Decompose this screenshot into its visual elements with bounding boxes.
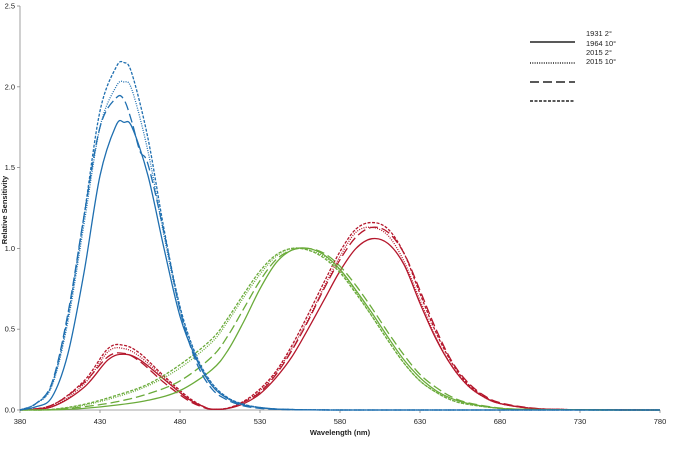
x-tick-label: 680 [494, 417, 507, 426]
y-axis-title: Relative Sensitivity [0, 175, 9, 244]
blue-short-dash-curve [19, 60, 660, 411]
x-tick-label: 430 [94, 417, 107, 426]
x-axis-title: Wavelength (nm) [310, 428, 371, 437]
green-solid-curve [19, 247, 661, 411]
series-group [19, 60, 661, 411]
y-tick-label: 0.0 [5, 406, 15, 415]
y-tick-label: 0.5 [5, 325, 15, 334]
x-tick-label: 630 [414, 417, 427, 426]
x-tick-label: 380 [14, 417, 27, 426]
x-tick-label: 730 [574, 417, 587, 426]
axes: 0.0 0.5 1.0 1.5 2.0 2.5 380 430 480 530 580 630 680 7… [5, 2, 667, 427]
y-tick-label: 2.5 [5, 2, 15, 11]
legend-label: 1964 10° [586, 39, 616, 48]
x-tick-label: 580 [334, 417, 347, 426]
red-long-dash-curve [19, 226, 661, 411]
x-tick-label: 530 [254, 417, 267, 426]
y-tick-label: 1.5 [5, 163, 15, 172]
legend-label: 2015 2° [586, 48, 612, 57]
red-dotted-curve [19, 226, 661, 411]
blue-solid-curve [19, 119, 660, 411]
y-tick-label: 1.0 [5, 244, 15, 253]
red-short-dash-curve [19, 221, 661, 411]
green-short-dash-curve [19, 247, 661, 411]
blue-dotted-curve [19, 80, 660, 411]
legend: 1931 2°1964 10°2015 2°2015 10° [530, 29, 616, 102]
red-solid-curve [19, 237, 661, 411]
x-tick-label: 480 [174, 417, 187, 426]
x-tick-label: 780 [654, 417, 667, 426]
y-tick-label: 2.0 [5, 82, 15, 91]
green-long-dash-curve [19, 247, 661, 411]
legend-label: 1931 2° [586, 29, 612, 38]
legend-label: 2015 10° [586, 57, 616, 66]
